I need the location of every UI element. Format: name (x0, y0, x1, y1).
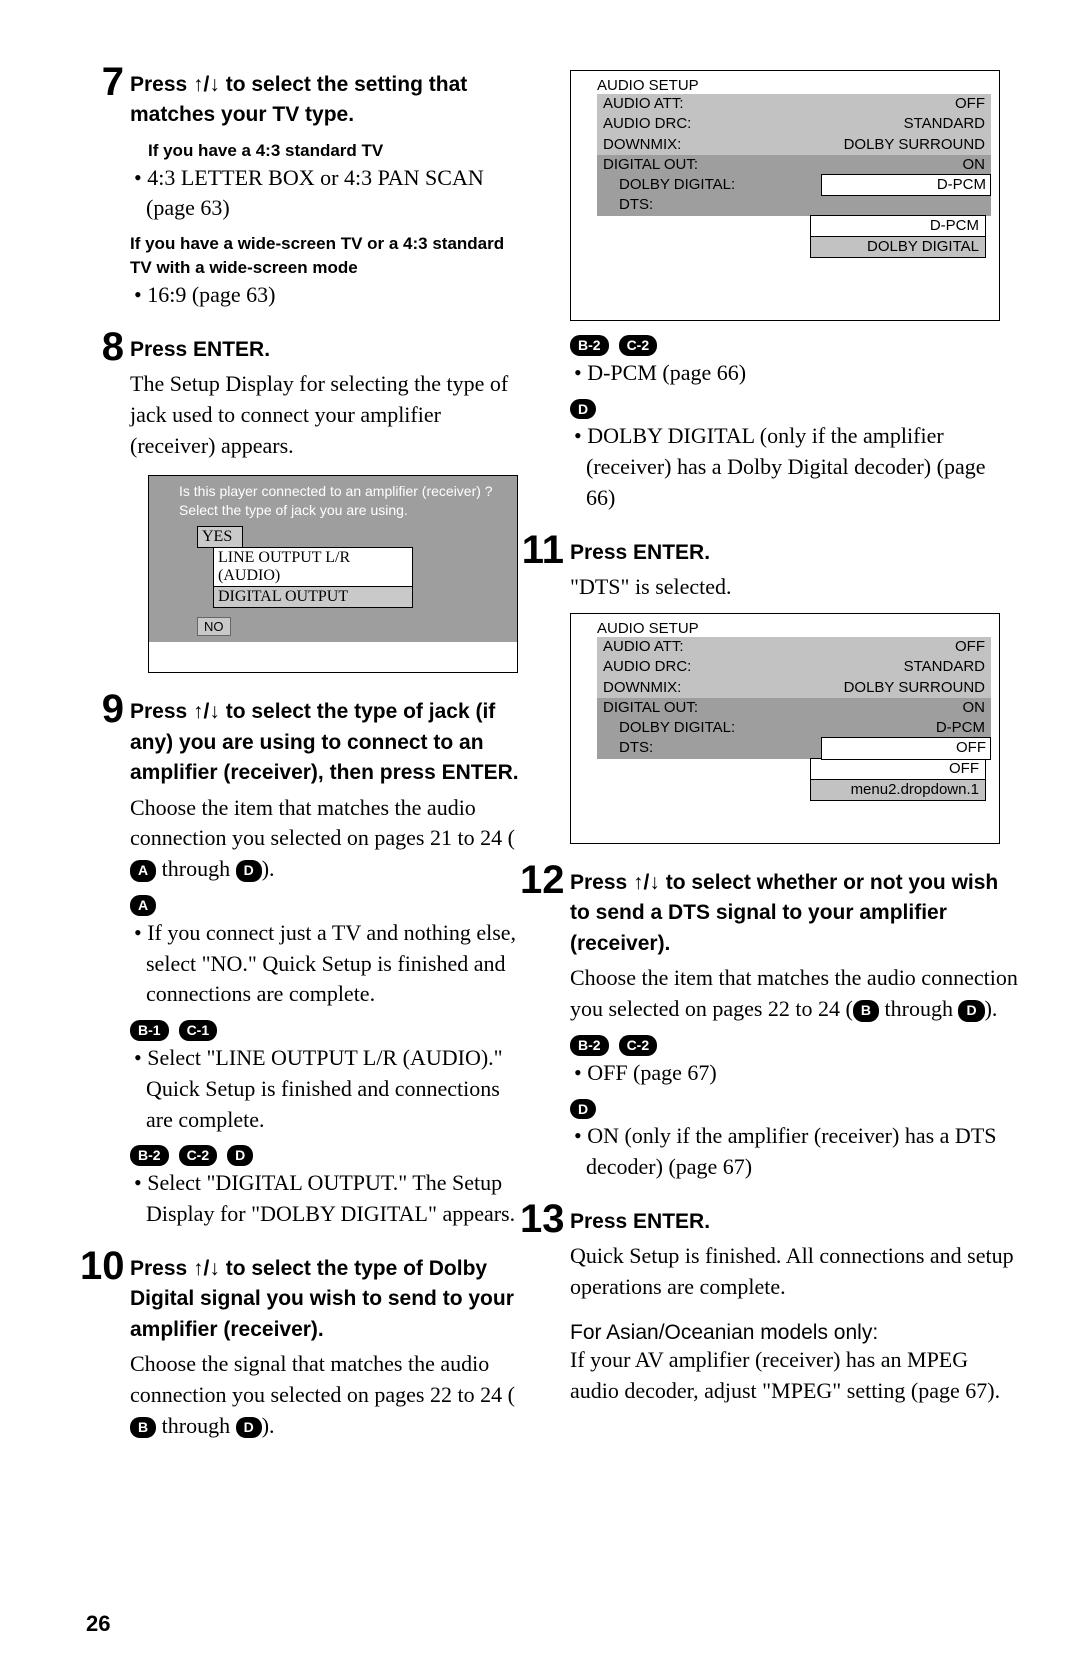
dropdown-item: DOLBY DIGITAL (811, 237, 985, 257)
step-heading: Press ↑/↓ to select whether or not you w… (570, 868, 1020, 959)
menu-row: AUDIO DRC:STANDARD (597, 114, 991, 134)
menu-row: DIGITAL OUT:ON (597, 155, 991, 175)
menu-title: AUDIO SETUP (597, 77, 991, 94)
step-heading: Press ENTER. (130, 335, 530, 365)
dialog-yes: YES (197, 526, 243, 548)
badge-b: B (853, 1000, 879, 1022)
bullet-text: • ON (only if the amplifier (receiver) h… (570, 1121, 1020, 1183)
left-column: 7 Press ↑/↓ to select the setting that m… (80, 70, 530, 1465)
menu-row: AUDIO ATT:OFF (597, 94, 991, 114)
dialog-line-output: LINE OUTPUT L/R (AUDIO) (213, 547, 413, 587)
step-10: 10 Press ↑/↓ to select the type of Dolby… (80, 1254, 530, 1442)
step-number: 11 (520, 528, 564, 573)
badge-row: B-2 C-2 D (130, 1145, 530, 1166)
badge-row: D (570, 399, 1020, 420)
badge-c1: C-1 (179, 1020, 218, 1041)
body-text: Choose the item that matches the audio c… (570, 963, 1020, 1025)
step-number: 12 (520, 858, 564, 903)
step-heading: Press ↑/↓ to select the setting that mat… (130, 70, 530, 131)
step-13: 13 Press ENTER. Quick Setup is finished.… (520, 1207, 1020, 1407)
audio-setup-menu-2: AUDIO SETUP AUDIO ATT:OFF AUDIO DRC:STAN… (570, 613, 1000, 844)
dropdown-item-selected: OFF (811, 758, 985, 780)
menu-row-indent: DOLBY DIGITAL:D-PCM (597, 175, 991, 195)
right-column: AUDIO SETUP AUDIO ATT:OFF AUDIO DRC:STAN… (570, 70, 1020, 1465)
body-text: The Setup Display for selecting the type… (130, 369, 530, 461)
badge-b1: B-1 (130, 1020, 169, 1041)
step-heading: Press ↑/↓ to select the type of jack (if… (130, 697, 530, 788)
badge-b: B (130, 1417, 156, 1439)
badge-d: D (570, 1099, 596, 1120)
badge-d: D (227, 1145, 253, 1166)
bullet-text: • OFF (page 67) (570, 1058, 1020, 1089)
badge-row: D (570, 1099, 1020, 1120)
badge-c2: C-2 (619, 335, 658, 356)
menu-row: AUDIO ATT:OFF (597, 637, 991, 657)
step-number: 8 (80, 325, 124, 370)
menu-title: AUDIO SETUP (597, 620, 991, 637)
menu-row-indent: DTS: (597, 195, 991, 215)
step-number: 9 (80, 687, 124, 732)
badge-row: A (130, 895, 530, 916)
badge-a: A (130, 860, 156, 882)
badge-d: D (236, 1417, 262, 1439)
bullet-text: • DOLBY DIGITAL (only if the amplifier (… (570, 421, 1020, 513)
bullet-text: • If you connect just a TV and nothing e… (130, 918, 530, 1010)
dialog-no: NO (197, 617, 231, 636)
sub-heading: If you have a wide-screen TV or a 4:3 st… (130, 232, 530, 280)
dialog-digital-output: DIGITAL OUTPUT (213, 586, 413, 608)
amplifier-dialog: Is this player connected to an amplifier… (148, 475, 518, 673)
step-10-cont: B-2 C-2 • D-PCM (page 66) D • DOLBY DIGI… (570, 335, 1020, 514)
menu-row: DOWNMIX:DOLBY SURROUND (597, 678, 991, 698)
badge-d: D (236, 860, 262, 882)
badge-c2: C-2 (619, 1035, 658, 1056)
audio-setup-menu-1: AUDIO SETUP AUDIO ATT:OFF AUDIO DRC:STAN… (570, 70, 1000, 321)
menu-row: DOWNMIX:DOLBY SURROUND (597, 135, 991, 155)
badge-d: D (570, 399, 596, 420)
step-7: 7 Press ↑/↓ to select the setting that m… (80, 70, 530, 311)
badge-b2: B-2 (570, 1035, 609, 1056)
body-text: Choose the signal that matches the audio… (130, 1349, 530, 1441)
step-heading: Press ↑/↓ to select the type of Dolby Di… (130, 1254, 530, 1345)
bullet-text: • 4:3 LETTER BOX or 4:3 PAN SCAN (page 6… (130, 163, 530, 225)
bullet-text: • Select "LINE OUTPUT L/R (AUDIO)." Quic… (130, 1043, 530, 1135)
badge-b2: B-2 (130, 1145, 169, 1166)
step-number: 7 (80, 60, 124, 105)
step-12: 12 Press ↑/↓ to select whether or not yo… (520, 868, 1020, 1183)
badge-row: B-2 C-2 (570, 1035, 1020, 1056)
badge-c2: C-2 (179, 1145, 218, 1166)
badge-b2: B-2 (570, 335, 609, 356)
sub-heading: If you have a 4:3 standard TV (148, 139, 530, 163)
badge-a: A (130, 895, 156, 916)
dropdown-item-selected: D-PCM (811, 215, 985, 237)
dialog-question: Is this player connected to an amplifier… (149, 476, 517, 526)
menu-row-indent: DOLBY DIGITAL:D-PCM (597, 718, 991, 738)
menu-row-indent: DTS:OFF (597, 738, 991, 758)
menu-row: AUDIO DRC:STANDARD (597, 657, 991, 677)
menu-dropdown: D-PCM DOLBY DIGITAL (810, 215, 986, 259)
menu-row: DIGITAL OUT:ON (597, 698, 991, 718)
badge-d: D (958, 1000, 984, 1022)
step-8: 8 Press ENTER. The Setup Display for sel… (80, 335, 530, 674)
step-11: 11 Press ENTER. "DTS" is selected. AUDIO… (520, 538, 1020, 844)
step-number: 13 (520, 1197, 564, 1242)
body-text: If your AV amplifier (receiver) has an M… (570, 1345, 1020, 1407)
badge-row: B-1 C-1 (130, 1020, 530, 1041)
bullet-text: • 16:9 (page 63) (130, 280, 530, 311)
step-9: 9 Press ↑/↓ to select the type of jack (… (80, 697, 530, 1229)
bullet-text: • Select "DIGITAL OUTPUT." The Setup Dis… (130, 1168, 530, 1230)
body-text: "DTS" is selected. (570, 572, 1020, 603)
dropdown-item: menu2.dropdown.1 (811, 780, 985, 800)
bullet-text: • D-PCM (page 66) (570, 358, 1020, 389)
menu-dropdown: OFF menu2.dropdown.1 (810, 758, 986, 802)
page-number: 26 (86, 1611, 110, 1637)
step-number: 10 (80, 1244, 124, 1289)
body-text: Choose the item that matches the audio c… (130, 793, 530, 885)
asian-heading: For Asian/Oceanian models only: (570, 1321, 1020, 1345)
body-text: Quick Setup is finished. All connections… (570, 1241, 1020, 1303)
step-heading: Press ENTER. (570, 1207, 1020, 1237)
badge-row: B-2 C-2 (570, 335, 1020, 356)
step-heading: Press ENTER. (570, 538, 1020, 568)
